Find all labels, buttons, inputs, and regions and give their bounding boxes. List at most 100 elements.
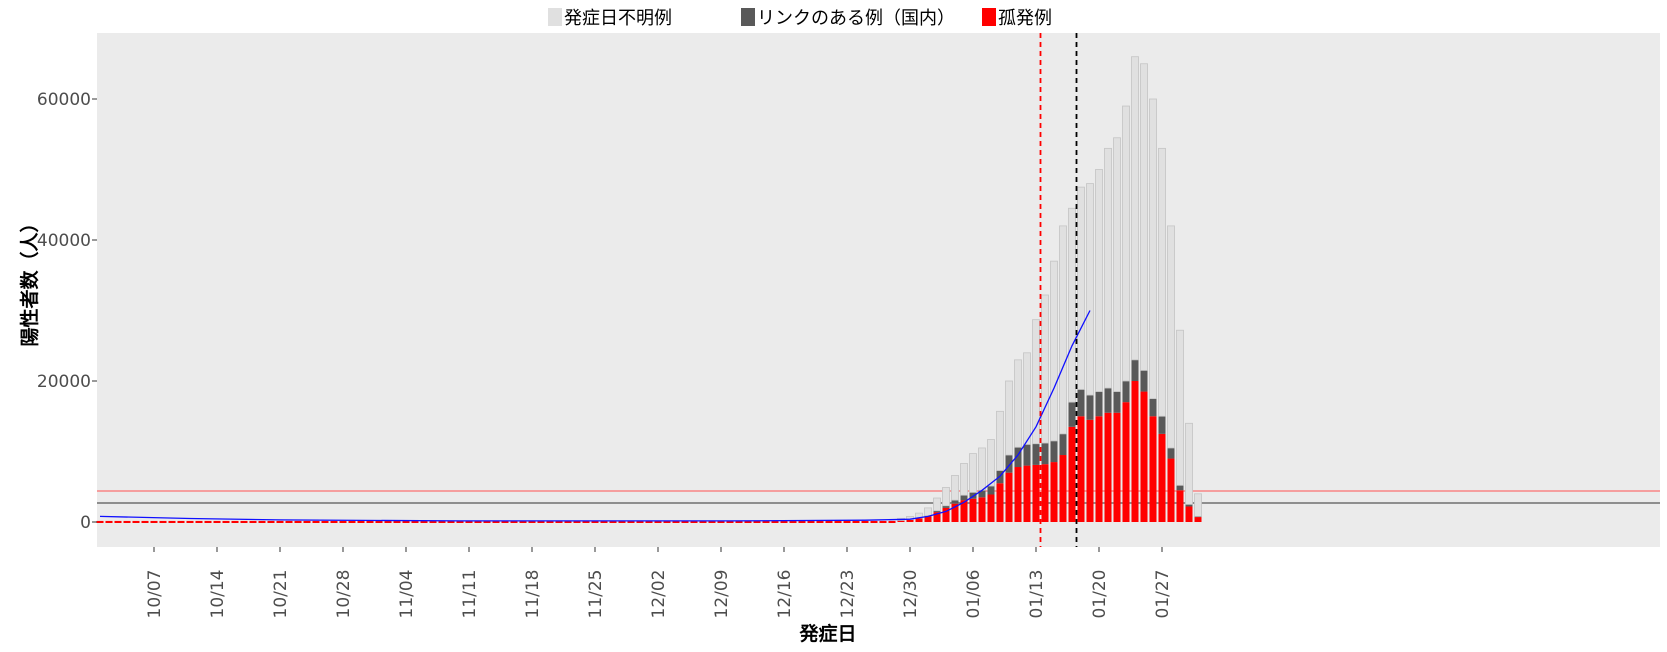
bar-small-day-83 — [843, 520, 851, 523]
bar-small-day-69 — [717, 520, 725, 523]
bar-small-day-56 — [600, 520, 608, 523]
legend-key-linked — [741, 8, 755, 26]
x-tick-label: 11/25 — [586, 570, 606, 619]
bar-small-day-26 — [330, 520, 338, 523]
bar-small-day-1 — [105, 520, 113, 523]
bar-small-day-46 — [510, 520, 518, 523]
bar-small-day-27 — [339, 520, 347, 523]
bar-isolated-day-114 — [1122, 402, 1130, 522]
bar-stack-day-112 — [1104, 147, 1112, 522]
bar-unknown-day-114 — [1122, 105, 1130, 382]
bar-linked-day-121 — [1185, 504, 1193, 507]
bar-small-day-15 — [231, 520, 239, 523]
bar-small-day-70 — [726, 520, 734, 523]
bar-stack-day-99 — [987, 439, 995, 522]
bar-unknown-day-106 — [1050, 260, 1058, 442]
bar-linked-day-112 — [1104, 388, 1112, 413]
bars — [897, 56, 1202, 522]
baseline-segments — [96, 520, 896, 523]
bar-small-day-88 — [888, 520, 896, 523]
bar-unknown-day-120 — [1176, 329, 1184, 486]
bar-linked-day-120 — [1176, 485, 1184, 491]
bar-stack-day-94 — [942, 487, 950, 522]
bar-small-day-11 — [195, 520, 203, 523]
bar-stack-day-101 — [1005, 380, 1013, 522]
bar-isolated-day-112 — [1104, 412, 1112, 522]
bar-small-day-8 — [168, 520, 176, 523]
bar-isolated-day-117 — [1149, 416, 1157, 522]
bar-small-day-81 — [825, 520, 833, 523]
bar-small-day-75 — [771, 520, 779, 523]
bar-linked-day-116 — [1140, 370, 1148, 392]
x-tick-label: 11/18 — [523, 570, 543, 619]
x-tick-label: 11/11 — [460, 570, 480, 619]
bar-small-day-77 — [789, 520, 797, 523]
x-tick-label: 12/16 — [775, 570, 795, 619]
x-tick-label: 10/14 — [208, 570, 228, 619]
bar-small-day-24 — [312, 520, 320, 523]
bar-isolated-day-98 — [978, 497, 986, 522]
y-tick-label: 0 — [80, 513, 91, 533]
x-axis: 10/07 10/14 10/21 10/28 11/04 11/11 11/18 11/25… — [145, 547, 1173, 619]
bar-small-day-73 — [753, 520, 761, 523]
bar-stack-day-107 — [1059, 225, 1067, 522]
bar-small-day-40 — [456, 520, 464, 523]
bar-small-day-49 — [537, 520, 545, 523]
x-tick-label: 10/28 — [334, 570, 354, 619]
bar-isolated-day-122 — [1194, 517, 1202, 522]
bar-linked-day-105 — [1041, 443, 1049, 465]
bar-linked-day-111 — [1095, 391, 1103, 417]
bar-isolated-day-118 — [1158, 433, 1166, 522]
bar-small-day-14 — [222, 520, 230, 523]
bar-linked-day-107 — [1059, 433, 1067, 456]
legend-key-isolated — [982, 8, 996, 26]
bar-unknown-day-118 — [1158, 147, 1166, 417]
bar-small-day-53 — [573, 520, 581, 523]
bar-small-day-54 — [582, 520, 590, 523]
bar-small-day-4 — [132, 520, 140, 523]
bar-linked-day-117 — [1149, 398, 1157, 417]
x-tick-label: 10/21 — [271, 570, 291, 619]
trend-line — [99, 310, 1091, 522]
bar-small-day-20 — [276, 520, 284, 523]
bar-small-day-25 — [321, 520, 329, 523]
bar-small-day-5 — [141, 520, 149, 523]
bar-small-day-31 — [375, 520, 383, 523]
bar-unknown-day-95 — [951, 475, 959, 501]
bar-linked-day-115 — [1131, 359, 1139, 381]
bar-stack-day-100 — [996, 410, 1004, 522]
legend-label-linked: リンクのある例（国内） — [757, 8, 955, 29]
bar-unknown-day-96 — [960, 463, 968, 496]
bar-isolated-day-119 — [1167, 458, 1175, 522]
bar-isolated-day-121 — [1185, 506, 1193, 522]
bar-stack-day-115 — [1131, 56, 1139, 522]
bar-unknown-day-99 — [987, 439, 995, 487]
bar-unknown-day-92 — [924, 507, 932, 517]
bar-isolated-day-106 — [1050, 462, 1058, 522]
bar-isolated-day-95 — [951, 503, 959, 522]
bar-isolated-day-91 — [915, 518, 923, 522]
bar-unknown-day-105 — [1041, 294, 1049, 444]
bar-linked-day-106 — [1050, 440, 1058, 463]
bar-small-day-42 — [474, 520, 482, 523]
bar-stack-day-117 — [1149, 98, 1157, 522]
bar-unknown-day-119 — [1167, 225, 1175, 449]
bar-isolated-day-96 — [960, 500, 968, 522]
y-tick-label: 60000 — [37, 90, 91, 110]
bar-small-day-52 — [564, 520, 572, 523]
bar-small-day-50 — [546, 520, 554, 523]
bar-linked-day-119 — [1167, 447, 1175, 459]
legend-key-unknown — [548, 8, 562, 26]
bar-small-day-48 — [528, 520, 536, 523]
bar-unknown-day-121 — [1185, 422, 1193, 505]
x-tick-label: 01/06 — [964, 570, 984, 619]
bar-linked-day-102 — [1014, 447, 1022, 468]
bar-stack-day-111 — [1095, 169, 1103, 522]
bar-isolated-day-99 — [987, 494, 995, 522]
bar-isolated-day-111 — [1095, 416, 1103, 522]
bar-small-day-63 — [663, 520, 671, 523]
bar-small-day-61 — [645, 520, 653, 523]
bar-unknown-day-100 — [996, 410, 1004, 471]
bar-unknown-day-98 — [978, 447, 986, 491]
legend-label-isolated: 孤発例 — [998, 8, 1052, 29]
